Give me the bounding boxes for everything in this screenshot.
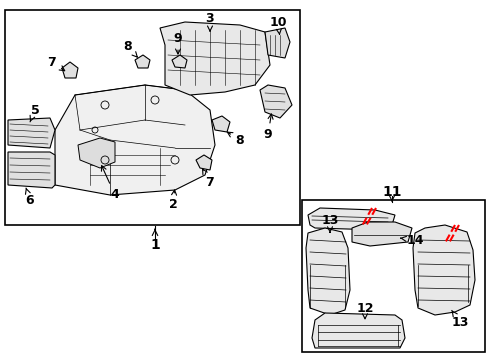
Polygon shape xyxy=(62,62,78,78)
Text: 12: 12 xyxy=(356,302,373,319)
Polygon shape xyxy=(8,118,55,148)
Polygon shape xyxy=(305,228,349,315)
Polygon shape xyxy=(212,116,229,132)
Text: 13: 13 xyxy=(450,310,468,328)
Text: 14: 14 xyxy=(400,234,423,247)
Polygon shape xyxy=(260,85,291,118)
Polygon shape xyxy=(160,22,269,95)
Text: 8: 8 xyxy=(227,132,244,147)
Polygon shape xyxy=(351,222,411,246)
Polygon shape xyxy=(8,152,55,188)
Text: 9: 9 xyxy=(173,31,182,54)
Text: 3: 3 xyxy=(205,12,214,31)
Polygon shape xyxy=(78,138,115,168)
Text: 5: 5 xyxy=(30,104,40,122)
Text: 13: 13 xyxy=(321,213,338,232)
Polygon shape xyxy=(311,313,404,348)
Bar xyxy=(302,200,484,352)
Text: 8: 8 xyxy=(123,40,137,57)
Text: 2: 2 xyxy=(168,190,177,211)
Polygon shape xyxy=(412,225,474,315)
Polygon shape xyxy=(196,155,212,170)
Polygon shape xyxy=(264,28,289,58)
Polygon shape xyxy=(172,55,186,68)
Polygon shape xyxy=(135,55,150,68)
Text: 4: 4 xyxy=(101,166,119,202)
Text: 7: 7 xyxy=(202,169,214,189)
Text: 9: 9 xyxy=(263,114,272,141)
Text: 6: 6 xyxy=(25,188,34,207)
Text: 1: 1 xyxy=(150,238,160,252)
Text: 7: 7 xyxy=(47,55,64,71)
Polygon shape xyxy=(307,208,394,230)
Polygon shape xyxy=(55,85,215,195)
Text: 10: 10 xyxy=(269,15,286,34)
Text: 11: 11 xyxy=(382,185,401,199)
Bar xyxy=(5,10,299,225)
